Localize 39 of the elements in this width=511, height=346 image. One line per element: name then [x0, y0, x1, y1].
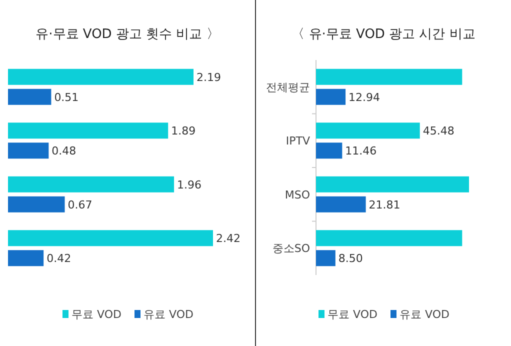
legend-label: 유료 VOD	[400, 308, 450, 321]
bar	[8, 176, 174, 192]
bar	[8, 230, 213, 246]
data-label: 0.51	[54, 90, 79, 104]
data-label: 2.19	[196, 70, 222, 84]
chart-title: 〈 유·무료 VOD 광고 시간 비교	[292, 27, 476, 42]
bar	[316, 196, 366, 212]
data-label: 0.42	[46, 252, 72, 266]
bar	[316, 250, 336, 266]
bar	[8, 122, 168, 139]
y-tick-label: 중소SO	[272, 242, 310, 256]
bar	[316, 68, 462, 85]
bar	[316, 88, 346, 105]
data-label: 0.67	[68, 198, 92, 212]
bar	[8, 196, 65, 212]
y-tick-label: 전체평균	[266, 80, 310, 94]
data-label: 21.81	[368, 198, 400, 212]
data-label: 1.89	[171, 124, 196, 138]
y-tick-label: MSO	[284, 188, 310, 202]
bar	[8, 250, 44, 266]
y-tick-label: IPTV	[286, 134, 310, 148]
data-label: 12.94	[348, 90, 380, 104]
legend-label: 무료 VOD	[328, 308, 378, 321]
chart-title: 유·무료 VOD 광고 횟수 비교 〉	[36, 27, 220, 42]
bar	[8, 88, 52, 105]
data-label: 0.48	[52, 144, 76, 158]
bar	[316, 142, 342, 159]
bar	[316, 122, 420, 139]
bar	[8, 142, 49, 159]
legend-label: 무료 VOD	[72, 308, 122, 321]
bar	[316, 230, 462, 246]
data-label: 2.42	[216, 232, 240, 246]
legend-label: 유료 VOD	[144, 308, 194, 321]
data-label: 1.96	[177, 178, 202, 192]
data-label: 45.48	[422, 124, 454, 138]
data-label: 11.46	[345, 144, 377, 158]
data-label: 8.50	[338, 252, 363, 266]
bar	[8, 68, 194, 85]
bar	[316, 176, 469, 192]
